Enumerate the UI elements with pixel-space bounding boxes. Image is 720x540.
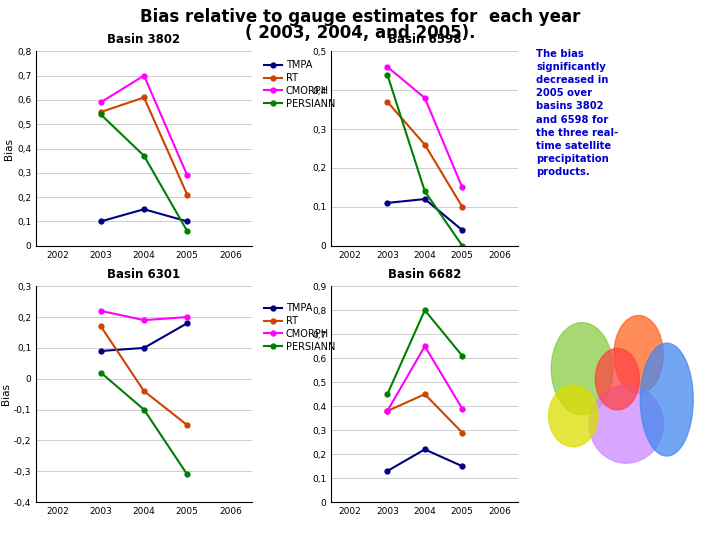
PERSIANN — [140, 407, 148, 413]
CMORPH — [420, 94, 429, 101]
CMORPH — [140, 72, 148, 79]
Line: RT: RT — [385, 99, 464, 210]
Ellipse shape — [589, 385, 663, 463]
Title: Basin 3802: Basin 3802 — [107, 33, 181, 46]
PERSIANN — [96, 369, 105, 376]
Ellipse shape — [552, 322, 613, 415]
Line: TMPA: TMPA — [99, 321, 189, 354]
Text: Bias relative to gauge estimates for  each year: Bias relative to gauge estimates for eac… — [140, 8, 580, 26]
Text: The bias
significantly
decreased in
2005 over
basins 3802
and 6598 for
the three: The bias significantly decreased in 2005… — [536, 49, 618, 178]
RT — [140, 94, 148, 100]
PERSIANN — [420, 307, 429, 313]
Title: Basin 6682: Basin 6682 — [388, 268, 462, 281]
Ellipse shape — [640, 343, 693, 456]
Y-axis label: Bias: Bias — [4, 138, 14, 159]
CMORPH — [183, 314, 192, 320]
Line: CMORPH: CMORPH — [385, 64, 464, 190]
PERSIANN — [183, 471, 192, 478]
PERSIANN — [96, 111, 105, 118]
RT — [383, 99, 392, 105]
RT — [96, 109, 105, 115]
PERSIANN — [383, 391, 392, 397]
Ellipse shape — [549, 385, 598, 447]
Ellipse shape — [595, 348, 639, 410]
RT — [140, 388, 148, 394]
Line: CMORPH: CMORPH — [99, 308, 189, 322]
CMORPH — [420, 343, 429, 349]
Line: PERSIANN: PERSIANN — [385, 308, 464, 397]
TMPA — [140, 345, 148, 351]
RT — [420, 141, 429, 148]
Line: CMORPH: CMORPH — [99, 73, 189, 178]
CMORPH — [383, 408, 392, 414]
Line: TMPA: TMPA — [99, 207, 189, 224]
CMORPH — [458, 184, 467, 191]
Title: Basin 6301: Basin 6301 — [107, 268, 181, 281]
RT — [183, 192, 192, 198]
RT — [96, 323, 105, 329]
TMPA — [140, 206, 148, 212]
TMPA — [183, 320, 192, 327]
RT — [458, 429, 467, 436]
Title: Basin 6598: Basin 6598 — [388, 33, 462, 46]
Ellipse shape — [614, 315, 663, 394]
Line: PERSIANN: PERSIANN — [99, 370, 189, 477]
CMORPH — [96, 308, 105, 314]
TMPA — [458, 227, 467, 233]
Legend: TMPA, RT, CMORPH, PERSIANN: TMPA, RT, CMORPH, PERSIANN — [261, 299, 339, 356]
PERSIANN — [140, 152, 148, 159]
Line: RT: RT — [99, 324, 189, 428]
TMPA — [458, 463, 467, 469]
PERSIANN — [458, 353, 467, 359]
CMORPH — [183, 172, 192, 178]
CMORPH — [383, 64, 392, 70]
Line: RT: RT — [99, 95, 189, 197]
CMORPH — [96, 99, 105, 106]
PERSIANN — [420, 188, 429, 194]
CMORPH — [140, 317, 148, 323]
RT — [383, 408, 392, 414]
RT — [420, 391, 429, 397]
Legend: TMPA, RT, CMORPH, PERSIANN: TMPA, RT, CMORPH, PERSIANN — [261, 56, 339, 113]
RT — [183, 422, 192, 428]
TMPA — [183, 218, 192, 225]
Line: TMPA: TMPA — [385, 197, 464, 233]
PERSIANN — [183, 228, 192, 234]
TMPA — [96, 218, 105, 225]
Line: CMORPH: CMORPH — [385, 344, 464, 414]
CMORPH — [458, 406, 467, 412]
TMPA — [96, 348, 105, 354]
PERSIANN — [383, 71, 392, 78]
Y-axis label: Bias: Bias — [1, 383, 11, 405]
Line: PERSIANN: PERSIANN — [385, 72, 464, 248]
TMPA — [420, 196, 429, 202]
Line: TMPA: TMPA — [385, 447, 464, 474]
TMPA — [420, 446, 429, 453]
Line: RT: RT — [385, 392, 464, 435]
RT — [458, 204, 467, 210]
TMPA — [383, 468, 392, 474]
TMPA — [383, 200, 392, 206]
PERSIANN — [458, 242, 467, 249]
Line: PERSIANN: PERSIANN — [99, 112, 189, 234]
Text: ( 2003, 2004, and 2005).: ( 2003, 2004, and 2005). — [245, 24, 475, 42]
